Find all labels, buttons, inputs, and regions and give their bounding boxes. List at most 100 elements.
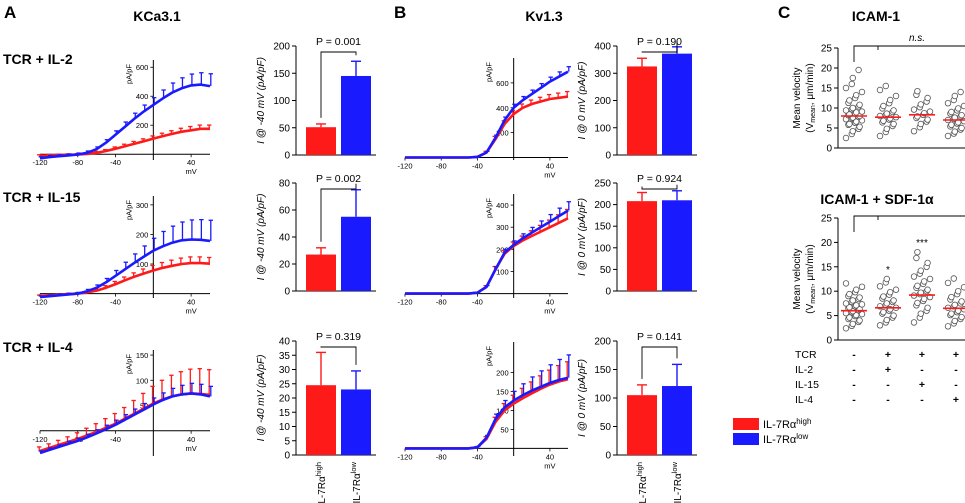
data-point <box>883 275 890 283</box>
y-axis-label: I @ -40 mV (pA/pF) <box>256 194 267 281</box>
data-point <box>846 314 853 321</box>
y-tick-label: 50 <box>600 265 612 276</box>
significance-star: *** <box>916 238 928 249</box>
y-tick-label: 200 <box>496 129 509 138</box>
ns-annotation: n.s. <box>909 33 925 44</box>
category-label-low: IL-7Rαlow <box>349 461 363 503</box>
data-point <box>842 300 850 307</box>
data-point <box>948 121 955 128</box>
y-tick-label: 400 <box>136 92 149 101</box>
data-point <box>846 290 853 298</box>
data-point <box>890 312 897 319</box>
panel-a-title: KCa3.1 <box>133 8 181 24</box>
data-point <box>960 102 965 110</box>
x-tick-label: -80 <box>436 452 447 461</box>
data-point <box>924 304 931 311</box>
data-point <box>855 66 862 74</box>
data-point <box>880 293 887 300</box>
series-line <box>39 83 211 160</box>
bar-plot-A2bar: 0 20 40 60 80 I @ -40 mV (pA/pF) P = 0.002 <box>256 173 376 298</box>
x-tick-label: 40 <box>187 158 195 167</box>
y-tick-label: 600 <box>496 79 509 88</box>
series-high <box>37 368 212 453</box>
y-tick-label: 20 <box>821 238 833 249</box>
data-point <box>924 94 931 102</box>
treatment-cell: - <box>852 349 856 361</box>
treatment-cell: - <box>920 394 924 406</box>
x-tick-label: -40 <box>472 452 483 461</box>
data-point <box>856 123 863 130</box>
y-tick-label: 150 <box>496 387 509 396</box>
y-tick-label: 200 <box>136 230 149 239</box>
y-tick-label: 50 <box>500 425 508 434</box>
y-tick-label: 150 <box>594 222 611 233</box>
data-point <box>853 91 860 99</box>
data-point <box>917 101 924 108</box>
y-tick-label: 300 <box>136 201 149 210</box>
data-point <box>948 108 955 116</box>
y-tick-label: 15 <box>821 84 833 95</box>
iv-plot-A3: -120-80-4040mV50100150pA/pF <box>32 350 213 456</box>
x-tick-label: -80 <box>72 158 83 167</box>
scatter-group <box>943 88 965 140</box>
data-point <box>951 128 958 135</box>
data-point <box>890 120 897 128</box>
y-axis-label: I @ 0 mV (pA/pF) <box>577 62 588 140</box>
y-tick-label: 100 <box>273 96 290 107</box>
y-tick-label: 5 <box>826 124 832 135</box>
data-point <box>910 319 918 326</box>
x-tick-label: 40 <box>187 435 195 444</box>
x-tick-label: 40 <box>546 452 554 461</box>
treatment-cell: - <box>954 364 958 376</box>
data-point <box>876 132 884 140</box>
y-axis-label: Mean velocity <box>792 248 803 309</box>
data-point <box>948 310 955 317</box>
data-point <box>883 110 890 117</box>
data-point <box>944 323 952 330</box>
treatment-row-label: IL-4 <box>795 394 813 406</box>
y-axis-label-units: (Vmean, μm/min) <box>805 244 817 313</box>
y-tick-label: 0 <box>284 151 290 162</box>
x-tick-label: -80 <box>436 298 447 307</box>
data-point <box>842 134 850 142</box>
y-tick-label: 20 <box>279 394 291 405</box>
scatter-group <box>841 280 867 332</box>
scatter-group: *** <box>909 238 935 326</box>
bar-plot-A3bar: 0 5 10 15 20 25 30 35 40 I @ -40 mV (pA/pF) P = 0.… <box>256 331 376 462</box>
y-tick-label: 100 <box>136 376 149 385</box>
data-point <box>876 86 884 94</box>
treatment-cell: + <box>919 349 925 361</box>
y-axis-label: pA/pF <box>485 346 494 366</box>
panel-c-title-top: ICAM-1 <box>852 8 900 24</box>
data-point <box>882 82 889 90</box>
legend-swatch-low <box>733 433 759 445</box>
p-value-label: P = 0.141 <box>637 331 682 343</box>
scatter-plot-C1: 0 5 10 15 20 25 Mean velocity (Vmean, μm/min) n.… <box>792 33 965 155</box>
comparison-bracket <box>853 215 965 232</box>
bar-low <box>662 53 692 155</box>
data-point <box>948 293 955 301</box>
data-point <box>876 283 884 290</box>
y-tick-label: 0 <box>605 451 611 462</box>
y-tick-label: 100 <box>594 123 611 134</box>
category-label-high: IL-7Rαhigh <box>314 462 328 503</box>
y-tick-label: 300 <box>496 223 509 232</box>
significance-bracket <box>320 183 357 242</box>
y-tick-label: 200 <box>496 368 509 377</box>
series-line <box>39 127 210 157</box>
data-point <box>958 298 965 305</box>
panel-c-title-bottom: ICAM-1 + SDF-1α <box>820 191 934 207</box>
data-point <box>849 127 856 135</box>
y-axis-label: pA/pF <box>124 354 133 374</box>
bar-high <box>627 201 657 291</box>
y-axis-label: I @ -40 mV (pA/pF) <box>256 355 267 442</box>
y-tick-label: 35 <box>279 351 291 362</box>
data-point <box>887 288 894 296</box>
series-line <box>405 217 569 295</box>
bar-low <box>341 216 371 291</box>
series-line <box>405 70 569 159</box>
